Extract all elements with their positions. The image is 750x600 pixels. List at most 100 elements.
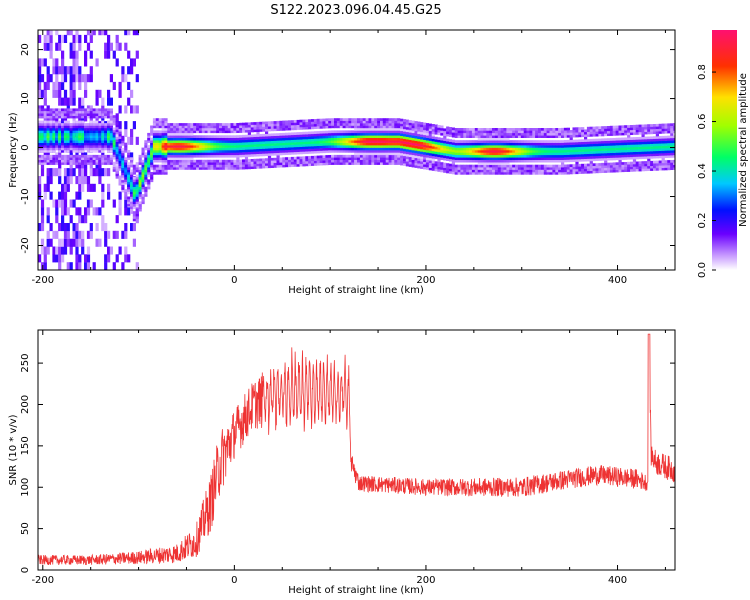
spectrogram-cell (380, 125, 384, 129)
spectrogram-cell (144, 162, 148, 165)
spectrogram-cell (589, 161, 593, 164)
spectrogram-cell (170, 135, 174, 138)
spectrogram-cell (138, 191, 142, 195)
spectrogram-cell (354, 157, 358, 160)
spectrogram-cell (529, 132, 533, 136)
spectrogram-cell (463, 164, 467, 168)
spectrogram-cell (322, 145, 326, 149)
spectrogram-cell (385, 130, 389, 134)
spectrogram-cell (61, 199, 65, 208)
spectrogram-cell (43, 128, 47, 131)
spectrogram-cell (362, 132, 366, 136)
spectrogram-cell (535, 130, 539, 134)
spectrogram-cell (650, 126, 654, 130)
spectrogram-cell (75, 110, 79, 114)
spectrogram-cell (549, 130, 553, 134)
spectrogram-cell (609, 128, 614, 131)
spectrogram-cell (454, 140, 458, 143)
spectrogram-cell (463, 172, 467, 175)
spectrogram-cell (144, 174, 148, 178)
spectrogram-cell (58, 137, 62, 141)
spectrogram-cell (132, 189, 136, 192)
spectrogram-cell (81, 135, 85, 138)
spectrogram-cell (403, 138, 407, 142)
spectrogram-cell (138, 179, 142, 183)
spectrogram-cell (43, 113, 47, 116)
spectrogram-cell (489, 167, 493, 170)
spectrogram-cell (425, 162, 430, 165)
spectrogram-cell (446, 155, 450, 159)
spectrogram-cell (204, 137, 208, 141)
spectrogram-cell (658, 165, 662, 169)
spectrogram-cell (86, 140, 91, 143)
spectrogram-cell (431, 146, 435, 149)
spectrogram-cell (86, 125, 91, 129)
spectrogram-cell (155, 147, 159, 151)
spectrogram-cell (302, 163, 306, 167)
spectrogram-cell (673, 147, 675, 151)
spectrogram-cell (112, 115, 116, 118)
spectrogram-cell (359, 140, 364, 143)
spectrogram-cell (440, 132, 444, 136)
spectrogram-cell (118, 146, 122, 149)
spectrogram-cell (448, 153, 453, 157)
spectrogram-cell (89, 135, 93, 138)
spectrogram-cell (290, 125, 295, 128)
spectrogram-cell (394, 128, 398, 131)
spectrogram-cell (152, 145, 157, 148)
spectrogram-cell (279, 147, 283, 151)
spectrogram-cell (463, 142, 467, 146)
spectrogram-cell (451, 149, 455, 153)
spectrogram-cell (437, 147, 441, 150)
spectrogram-cell (178, 142, 182, 146)
spectrogram-cell (486, 130, 490, 134)
spectrogram-cell (95, 110, 99, 114)
spectrogram-cell (144, 186, 148, 190)
spectrogram-cell (296, 134, 300, 138)
spectrogram-cell (572, 159, 576, 162)
spectrogram-cell (331, 118, 335, 121)
spectrogram-cell (242, 134, 246, 138)
spectrogram-cell (431, 148, 435, 152)
spectrogram-cell (526, 159, 530, 163)
spectrogram-cell (299, 134, 303, 138)
spectrogram-cell (58, 159, 62, 163)
spectrogram-cell (423, 166, 427, 170)
spectrogram-cell (578, 151, 582, 155)
spectrogram-cell (242, 125, 246, 128)
spectrogram-cell (267, 148, 272, 151)
spectrogram-cell (89, 140, 93, 143)
spectrogram-cell (101, 223, 105, 232)
spectrogram-cell (630, 137, 634, 140)
spectrogram-cell (121, 157, 125, 161)
spectrogram-cell (210, 159, 214, 163)
spectrogram-cell (305, 136, 309, 140)
spectrogram-cell (124, 121, 128, 130)
spectrogram-cell (92, 30, 96, 36)
spectrogram-cell (115, 230, 119, 239)
spectrogram-cell (130, 172, 134, 175)
spectrogram-cell (267, 123, 272, 127)
spectrogram-cell (207, 140, 211, 143)
spectrogram-cell (592, 156, 596, 159)
spectrogram-cell (624, 166, 628, 170)
spectrogram-cell (460, 150, 464, 153)
spectrogram-cell (52, 115, 56, 119)
spectrogram-cell (339, 123, 343, 126)
spectrogram-cell (414, 155, 418, 159)
spectrogram-cell (540, 172, 545, 175)
spectrogram-cell (423, 122, 427, 126)
spectrogram-cell (566, 164, 570, 168)
spectrogram-cell (61, 246, 65, 255)
spectrogram-cell (233, 123, 237, 126)
spectrogram-cell (555, 145, 559, 148)
spectrogram-cell (170, 137, 174, 141)
spectrogram-cell (43, 150, 47, 153)
spectrogram-cell (627, 161, 631, 165)
spectrogram-cell (630, 147, 634, 150)
spectrogram-cell (400, 135, 404, 139)
spectrogram-cell (107, 137, 111, 141)
spectrogram-cell (107, 135, 111, 138)
spectrogram-cell (52, 108, 56, 112)
colorbar-tick-label: 0.4 (697, 163, 708, 179)
